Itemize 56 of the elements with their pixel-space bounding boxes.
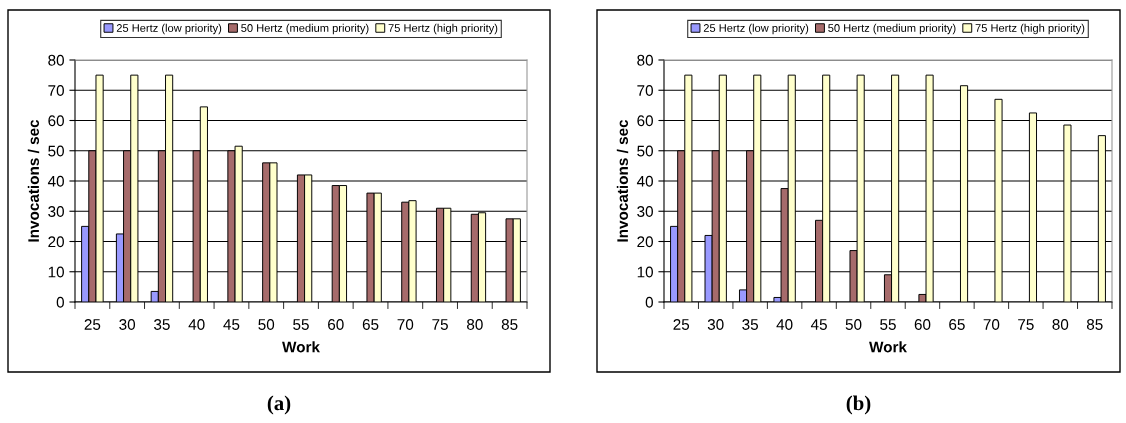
y-tick-label: 0 (645, 296, 653, 308)
x-axis-title: Work (869, 341, 907, 353)
x-tick-label: 65 (362, 319, 379, 330)
legend-label: 25 Hertz (low priority) (116, 23, 222, 35)
y-tick-label: 80 (48, 54, 64, 66)
y-tick-label: 50 (48, 145, 64, 157)
x-tick-label: 45 (810, 319, 827, 330)
y-tick-label: 60 (48, 115, 64, 127)
x-tick-label: 25 (84, 319, 101, 330)
x-tick-label: 80 (467, 319, 483, 330)
text: (b) (846, 395, 871, 415)
x-tick-label: 65 (949, 319, 965, 330)
x-tick-label: 55 (880, 319, 896, 330)
y-tick-label: 0 (56, 296, 64, 308)
y-tick-label: 70 (637, 85, 653, 96)
y-tick-label: 10 (637, 266, 653, 278)
y-axis-title: Invocations / sec (27, 119, 40, 242)
y-tick-label: 30 (637, 206, 653, 217)
x-tick-label: 45 (223, 319, 240, 330)
y-tick-label: 20 (48, 236, 64, 248)
x-tick-label: 40 (776, 319, 793, 330)
x-tick-label: 85 (501, 319, 518, 330)
y-axis-title: Invocations / sec (616, 119, 629, 242)
x-axis-title: Work (282, 341, 320, 353)
y-tick-label: 70 (48, 85, 64, 96)
x-tick-label: 25 (673, 319, 690, 330)
legend-label: 50 Hertz (medium priority) (241, 23, 369, 35)
x-tick-label: 60 (328, 319, 344, 330)
x-tick-label: 30 (707, 319, 724, 330)
x-tick-label: 80 (1052, 319, 1069, 330)
legend-label: 75 Hertz (high priority) (388, 23, 498, 35)
x-tick-label: 30 (119, 319, 136, 330)
x-tick-label: 35 (154, 319, 170, 330)
x-tick-label: 35 (742, 319, 759, 330)
x-tick-label: 50 (258, 319, 275, 330)
x-tick-label: 60 (914, 319, 931, 330)
x-tick-label: 55 (293, 319, 309, 330)
y-tick-label: 10 (48, 266, 64, 278)
legend-label: 50 Hertz (medium priority) (828, 23, 956, 35)
y-tick-label: 60 (637, 115, 653, 127)
x-tick-label: 50 (845, 319, 862, 330)
x-tick-label: 70 (983, 319, 1000, 330)
text: (a) (267, 395, 291, 415)
x-tick-label: 70 (397, 319, 414, 330)
x-tick-label: 75 (1018, 319, 1034, 330)
y-tick-label: 20 (637, 236, 653, 248)
x-tick-label: 40 (188, 319, 205, 330)
y-tick-label: 80 (637, 54, 653, 66)
legend-label: 25 Hertz (low priority) (703, 23, 809, 35)
x-tick-label: 85 (1086, 319, 1103, 330)
y-tick-label: 40 (47, 175, 64, 187)
y-tick-label: 50 (637, 145, 653, 157)
y-tick-label: 30 (48, 206, 64, 217)
legend-label: 75 Hertz (high priority) (975, 23, 1085, 35)
y-tick-label: 40 (636, 175, 653, 187)
x-tick-label: 75 (432, 319, 448, 330)
